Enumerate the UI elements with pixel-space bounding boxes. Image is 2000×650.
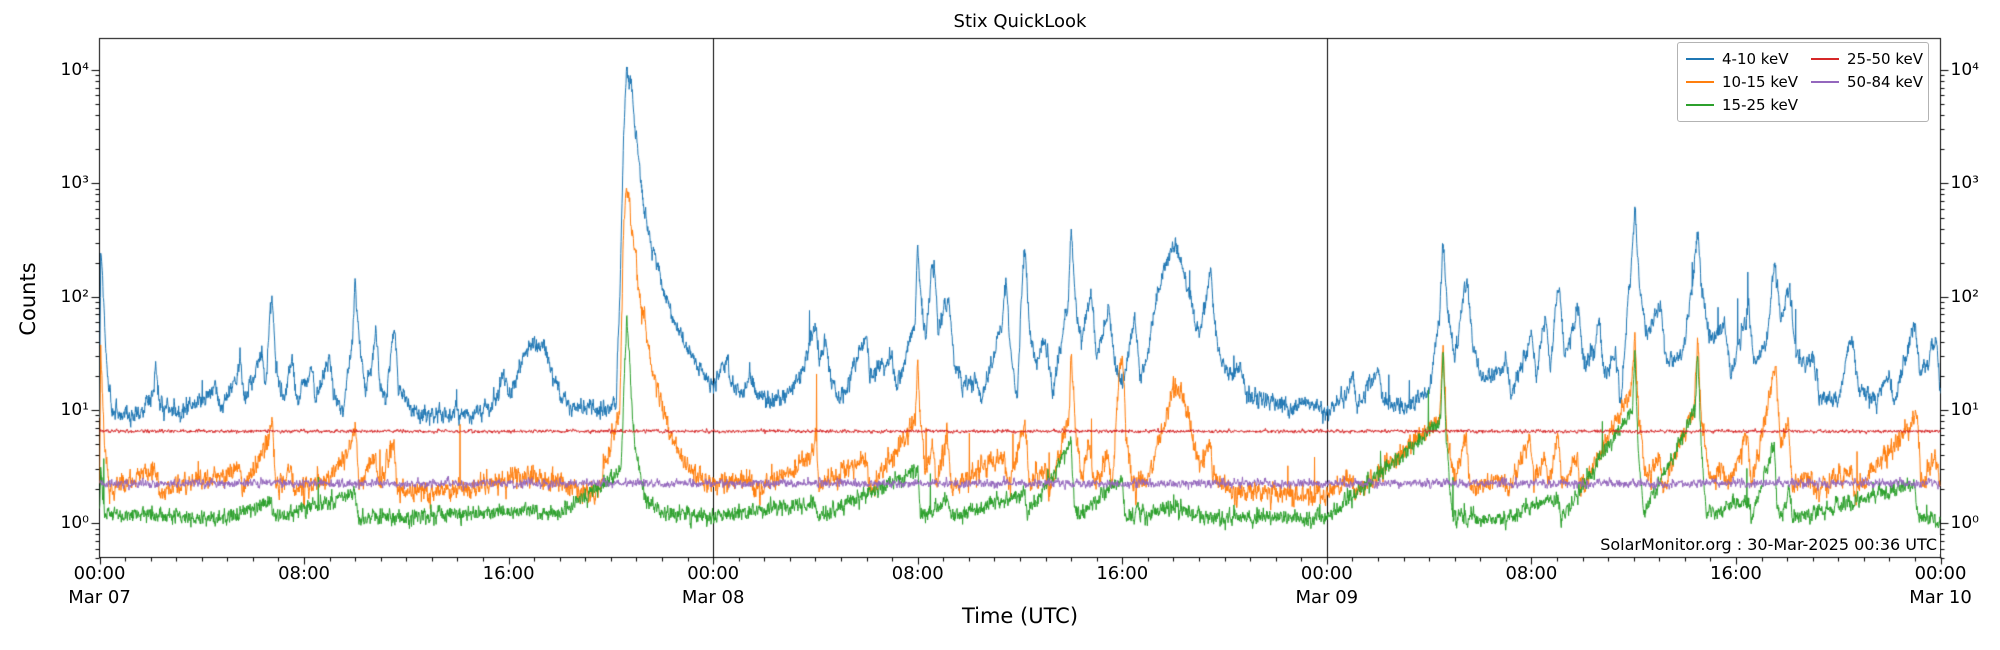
x-tick-label: 08:00 bbox=[891, 563, 944, 584]
legend-line-sample bbox=[1686, 58, 1714, 60]
x-day-label: Mar 10 bbox=[1909, 587, 1972, 608]
y-tick-label-right: 10⁴ bbox=[1950, 60, 1979, 81]
y-tick-label-right: 10⁰ bbox=[1950, 513, 1979, 534]
x-tick-label: 16:00 bbox=[1096, 563, 1149, 584]
x-tick-label: 00:00 bbox=[73, 563, 126, 584]
x-tick-label: 08:00 bbox=[278, 563, 330, 584]
x-tick-label: 00:00 bbox=[687, 563, 740, 584]
legend-label: 4-10 keV bbox=[1722, 50, 1789, 68]
legend-label: 25-50 keV bbox=[1847, 50, 1923, 68]
x-day-label: Mar 07 bbox=[68, 587, 131, 608]
legend-item: 10-15 keV bbox=[1686, 73, 1798, 91]
legend-label: 15-25 keV bbox=[1722, 96, 1798, 114]
x-day-label: Mar 09 bbox=[1295, 587, 1359, 608]
legend-column: 4-10 keV 10-15 keV 15-25 keV bbox=[1686, 50, 1798, 114]
legend-item: 15-25 keV bbox=[1686, 96, 1798, 114]
watermark-text: SolarMonitor.org : 30-Mar-2025 00:36 UTC bbox=[1597, 535, 1940, 554]
legend-line-sample bbox=[1686, 81, 1714, 83]
chart-title: Stix QuickLook bbox=[953, 11, 1087, 32]
y-tick-label-left: 10⁴ bbox=[60, 60, 89, 81]
x-tick-label: 08:00 bbox=[1505, 563, 1558, 584]
legend-label: 50-84 keV bbox=[1847, 73, 1923, 91]
y-tick-label-left: 10³ bbox=[60, 173, 89, 194]
x-tick-label: 00:00 bbox=[1300, 563, 1353, 584]
y-tick-label-left: 10¹ bbox=[60, 400, 89, 421]
legend-line-sample bbox=[1811, 58, 1839, 60]
legend: 4-10 keV 10-15 keV 15-25 keV 25-50 keV 50-84… bbox=[1677, 42, 1929, 122]
legend-item: 4-10 keV bbox=[1686, 50, 1795, 68]
y-tick-label-right: 10¹ bbox=[1950, 400, 1979, 421]
x-axis-label: Time (UTC) bbox=[961, 604, 1079, 628]
x-tick-label: 16:00 bbox=[482, 563, 535, 584]
legend-label: 10-15 keV bbox=[1722, 73, 1798, 91]
y-tick-label-left: 10⁰ bbox=[60, 513, 89, 534]
y-tick-label-right: 10² bbox=[1950, 286, 1979, 307]
x-day-label: Mar 08 bbox=[681, 587, 745, 608]
legend-line-sample bbox=[1811, 81, 1839, 83]
legend-line-sample bbox=[1686, 104, 1714, 106]
legend-column: 25-50 keV 50-84 keV bbox=[1811, 50, 1923, 114]
legend-item: 50-84 keV bbox=[1811, 73, 1923, 91]
y-tick-label-right: 10³ bbox=[1950, 173, 1979, 194]
x-tick-label: 16:00 bbox=[1710, 563, 1762, 584]
x-tick-label: 00:00 bbox=[1914, 563, 1967, 584]
y-tick-label-left: 10² bbox=[60, 286, 89, 307]
legend-item: 25-50 keV bbox=[1811, 50, 1923, 68]
